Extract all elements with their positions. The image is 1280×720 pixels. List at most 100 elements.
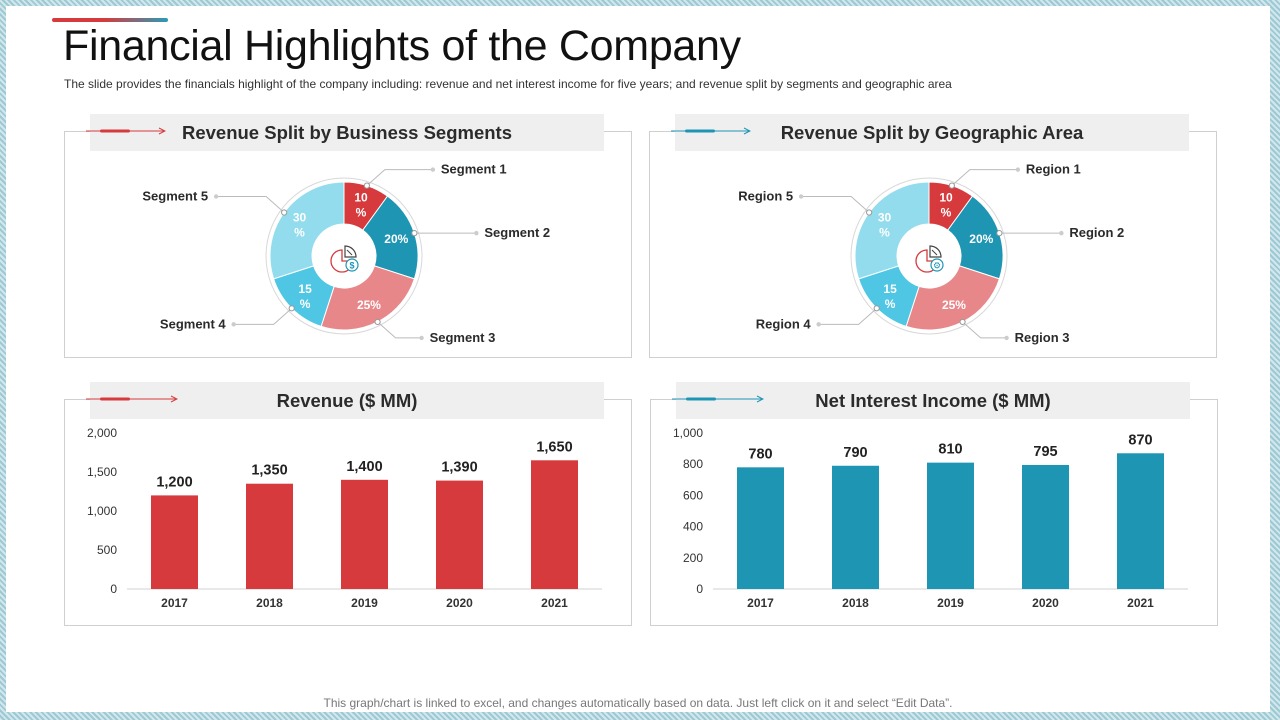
- geographic-leader-dot: [866, 209, 873, 216]
- revenue-x-tick: 2017: [161, 596, 188, 610]
- nii-data-label: 790: [843, 445, 867, 461]
- geographic-leader-end: [798, 194, 804, 199]
- revenue-bar-chart[interactable]: 0 500 1,000 1,500 2,000 1,200 2017 1,350 2018 1,4…: [6, 6, 1270, 712]
- nii-x-tick: 2019: [937, 596, 964, 610]
- red-arrow-icon: [86, 127, 166, 135]
- nii-x-tick: 2020: [1032, 596, 1059, 610]
- revenue-bar-2021: [531, 460, 578, 589]
- geographic-category-label: Region 4: [756, 316, 812, 331]
- geographic-leader-line: [818, 307, 878, 325]
- revenue-y-tick: 2,000: [87, 426, 117, 440]
- geographic-leader-dot: [996, 230, 1003, 237]
- geographic-category-label: Region 3: [1015, 330, 1070, 345]
- nii-bar-chart[interactable]: 0 200 400 600 800 1,000 780 2017 790 2018 810 2019 7…: [6, 6, 1270, 712]
- nii-y-tick: 0: [696, 582, 703, 596]
- title-accent-bar: [52, 18, 168, 22]
- segments-pct-label: 20%: [384, 232, 408, 246]
- segments-category-label: Segment 3: [430, 330, 496, 345]
- page-subtitle: The slide provides the financials highli…: [64, 77, 952, 91]
- revenue-bar-2017: [151, 495, 198, 589]
- geographic-pct-label: 20%: [969, 232, 993, 246]
- geographic-leader-end: [816, 322, 821, 327]
- pie-chart-gear-icon: ⚙: [900, 227, 958, 285]
- nii-bar-2020: [1022, 464, 1069, 589]
- geographic-category-label: Region 2: [1069, 225, 1124, 240]
- segments-leader-dot: [363, 182, 370, 189]
- nii-data-label: 870: [1128, 432, 1152, 448]
- nii-bar-2018: [832, 465, 879, 589]
- nii-x-tick: 2017: [747, 596, 774, 610]
- geographic-pct-label: 30%: [878, 211, 892, 240]
- segments-category-label: Segment 1: [441, 162, 507, 177]
- segments-leader-dot: [288, 305, 295, 312]
- nii-x-tick: 2018: [842, 596, 869, 610]
- segments-leader-end: [430, 167, 436, 172]
- revenue-x-tick: 2021: [541, 596, 568, 610]
- nii-data-label: 780: [748, 446, 772, 462]
- geographic-slice-5: [854, 181, 930, 280]
- geographic-panel-title: Revenue Split by Geographic Area: [675, 114, 1189, 151]
- nii-y-tick: 600: [683, 488, 703, 502]
- pie-chart-dollar-icon: $: [315, 227, 373, 285]
- segments-leader-line: [216, 196, 285, 213]
- nii-y-tick: 1,000: [673, 426, 703, 440]
- geographic-leader-dot: [873, 305, 880, 312]
- geographic-pct-label: 15%: [883, 282, 897, 311]
- geographic-pct-label: 25%: [942, 298, 966, 312]
- revenue-y-tick: 1,500: [87, 465, 117, 479]
- nii-data-label: 795: [1033, 444, 1057, 460]
- segments-category-label: Segment 4: [160, 316, 227, 331]
- segments-leader-dot: [374, 318, 381, 326]
- geographic-leader-line: [951, 169, 1018, 186]
- revenue-x-tick: 2019: [351, 596, 378, 610]
- nii-panel-title: Net Interest Income ($ MM): [676, 382, 1190, 419]
- nii-data-label: 810: [938, 442, 962, 458]
- red-arrow-icon: [86, 395, 178, 403]
- geographic-category-label: Region 1: [1026, 162, 1081, 177]
- revenue-data-label: 1,390: [441, 460, 477, 476]
- geographic-pie-chart[interactable]: 10 % Region 1 20% Region 2 25% Region 3 15 % Regi…: [6, 6, 1270, 712]
- nii-y-tick: 400: [683, 520, 703, 534]
- geographic-leader-line: [801, 196, 870, 213]
- revenue-bar-2019: [341, 479, 388, 589]
- nii-y-tick: 800: [683, 457, 703, 471]
- nii-y-tick: 200: [683, 551, 703, 565]
- revenue-y-tick: 1,000: [87, 504, 117, 518]
- revenue-data-label: 1,650: [536, 439, 572, 455]
- segments-pct-label: 25%: [357, 298, 381, 312]
- nii-bar-2017: [737, 467, 784, 589]
- segments-pct-label: 15%: [298, 282, 312, 311]
- svg-text:$: $: [349, 261, 354, 271]
- segments-pie-chart[interactable]: 10 % Segment 1 20% Segment 2 25% Segment 3 15 % S…: [6, 6, 1270, 712]
- revenue-data-label: 1,400: [346, 459, 382, 475]
- page-title: Financial Highlights of the Company: [63, 22, 741, 70]
- revenue-bar-2020: [436, 480, 483, 589]
- segments-slice-3: [320, 265, 416, 331]
- geographic-leader-dot: [948, 182, 955, 189]
- revenue-y-tick: 500: [97, 543, 117, 557]
- nii-bar-2021: [1117, 453, 1164, 589]
- segments-leader-line: [366, 169, 433, 186]
- segments-leader-line: [233, 307, 293, 325]
- segments-leader-end: [419, 335, 424, 341]
- segments-category-label: Segment 5: [142, 189, 208, 204]
- footer-note: This graph/chart is linked to excel, and…: [323, 696, 953, 710]
- geographic-leader-end: [1059, 230, 1064, 236]
- geographic-pct-label: 10%: [939, 191, 953, 220]
- segments-slice-5: [269, 181, 345, 280]
- revenue-bar-2018: [246, 483, 293, 589]
- slide: Financial Highlights of the Company The …: [6, 6, 1270, 712]
- segments-leader-line: [377, 321, 422, 339]
- segments-pct-label: 30%: [293, 211, 307, 240]
- geographic-leader-end: [1004, 335, 1009, 341]
- nii-bar-2019: [927, 462, 974, 589]
- segments-pct-label: 10%: [354, 191, 368, 220]
- teal-arrow-icon: [672, 395, 764, 403]
- segments-leader-end: [213, 194, 219, 199]
- segments-leader-end: [231, 322, 236, 327]
- nii-x-tick: 2021: [1127, 596, 1154, 610]
- geographic-category-label: Region 5: [738, 189, 793, 204]
- segments-leader-dot: [411, 230, 418, 237]
- revenue-x-tick: 2018: [256, 596, 283, 610]
- segments-category-label: Segment 2: [484, 225, 550, 240]
